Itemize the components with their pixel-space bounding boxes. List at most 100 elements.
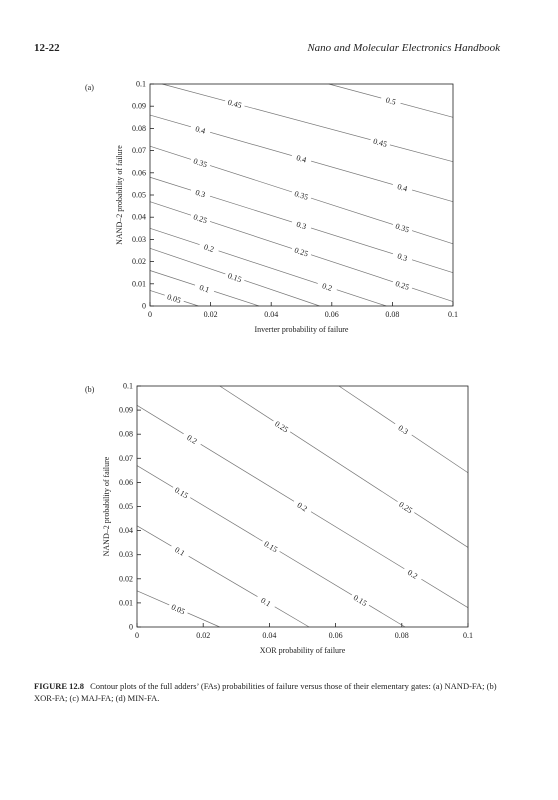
contour-label-text: 0.2: [321, 281, 333, 293]
label-bg: [189, 121, 212, 138]
book-title: Nano and Molecular Electronics Handbook: [307, 42, 500, 54]
label-bg: [369, 134, 392, 150]
contour-label-text: 0.25: [293, 246, 309, 259]
contour-label-text: 0.1: [198, 283, 210, 295]
y-tick-label: 0.01: [119, 598, 133, 607]
caption-label: FIGURE 12.8: [34, 681, 85, 691]
label-bg: [189, 210, 212, 227]
contour-label: 0.2: [291, 497, 314, 516]
label-bg: [349, 590, 372, 610]
label-bg: [391, 249, 414, 265]
contour-label: 0.15: [349, 590, 372, 610]
x-tick-label: 0: [148, 310, 152, 319]
label-bg: [254, 592, 278, 612]
contour-label-text: 0.2: [406, 568, 419, 581]
label-bg: [316, 278, 339, 295]
contour-label-text: 0.1: [259, 596, 272, 609]
y-axis-label: NAND–2 probability of failure: [102, 456, 111, 556]
contour-label: 0.15: [259, 536, 283, 556]
contour-label: 0.35: [189, 154, 212, 171]
contour-label: 0.25: [290, 243, 313, 260]
contour-label-text: 0.25: [394, 279, 410, 292]
label-bg: [181, 429, 204, 449]
label-bg: [391, 179, 414, 195]
y-tick-label: 0.03: [119, 550, 133, 559]
y-tick-label: 0.06: [132, 168, 146, 177]
y-tick-label: 0.1: [136, 80, 146, 89]
label-bg: [223, 96, 246, 111]
y-tick-label: 0.01: [132, 279, 146, 288]
label-bg: [198, 239, 221, 256]
contour-label-text: 0.2: [185, 433, 198, 446]
label-bg: [391, 219, 414, 236]
caption-text: Contour plots of the full adders’ (FAs) …: [34, 681, 497, 703]
contour-label: 0.4: [290, 150, 313, 166]
contour-label: 0.4: [391, 179, 414, 195]
y-tick-label: 0.05: [132, 191, 146, 200]
contour-line: [162, 83, 454, 163]
y-tick-label: 0.09: [132, 102, 146, 111]
x-tick-label: 0.04: [262, 631, 276, 640]
x-tick-label: 0.1: [463, 631, 473, 640]
contour-label: 0.1: [193, 280, 216, 297]
y-tick-label: 0.08: [132, 124, 146, 133]
y-axis-label: NAND–2 probability of failure: [115, 145, 124, 245]
contour-label-text: 0.4: [194, 124, 206, 135]
label-bg: [168, 541, 192, 561]
x-axis-label: Inverter probability of failure: [255, 325, 349, 334]
y-tick-label: 0.08: [119, 430, 133, 439]
contour-label-text: 0.25: [192, 212, 208, 225]
label-bg: [270, 416, 293, 437]
contour-label-text: 0.1: [173, 545, 186, 558]
contour-label-text: 0.45: [372, 137, 388, 149]
label-bg: [290, 187, 313, 203]
label-bg: [163, 290, 186, 307]
contour-line: [219, 385, 469, 548]
contour-label: 0.3: [189, 185, 212, 201]
x-tick-label: 0.04: [264, 310, 278, 319]
contour-label: 0.3: [290, 217, 313, 233]
contour-label: 0.25: [270, 416, 293, 437]
y-tick-label: 0: [129, 623, 133, 632]
label-bg: [259, 536, 283, 556]
y-tick-label: 0: [142, 302, 146, 311]
contour-label: 0.2: [181, 429, 204, 449]
contour-label: 0.3: [392, 419, 415, 440]
y-tick-label: 0.04: [119, 526, 133, 535]
y-tick-label: 0.07: [119, 454, 133, 463]
label-bg: [170, 482, 193, 502]
label-bg: [394, 497, 418, 517]
label-bg: [189, 185, 212, 201]
y-tick-label: 0.06: [119, 478, 133, 487]
contour-label: 0.35: [290, 187, 313, 203]
y-tick-label: 0.09: [119, 406, 133, 415]
y-tick-label: 0.02: [119, 574, 133, 583]
contour-label: 0.1: [168, 541, 192, 561]
contour-line: [136, 525, 310, 628]
contour-label-text: 0.3: [194, 188, 206, 200]
contour-line: [149, 227, 387, 307]
contour-label: 0.1: [254, 592, 278, 612]
contour-label-text: 0.35: [293, 189, 309, 202]
contour-label: 0.25: [394, 497, 418, 517]
contour-label-text: 0.05: [166, 292, 182, 305]
label-bg: [290, 243, 313, 260]
x-axis-label: XOR probability of failure: [260, 646, 346, 655]
contour-label-text: 0.2: [203, 242, 215, 254]
chart: (a) 0.05 0.1 0.15 0.2 0.2 0.25 0.25 0.25 0.3 0.3 0.…: [85, 80, 458, 335]
contour-label: 0.3: [391, 249, 414, 265]
label-bg: [290, 217, 313, 233]
y-tick-label: 0.04: [132, 213, 146, 222]
contour-label-text: 0.15: [227, 271, 243, 284]
x-tick-label: 0.02: [196, 631, 210, 640]
label-bg: [167, 600, 190, 618]
contour-label-text: 0.2: [296, 500, 309, 513]
contour-label: 0.2: [198, 239, 221, 256]
contour-label: 0.15: [223, 269, 246, 286]
contour-label: 0.2: [316, 278, 339, 295]
contour-label: 0.25: [391, 277, 414, 293]
contour-label: 0.35: [391, 219, 414, 236]
y-tick-label: 0.02: [132, 257, 146, 266]
contour-label: 0.45: [223, 96, 246, 111]
